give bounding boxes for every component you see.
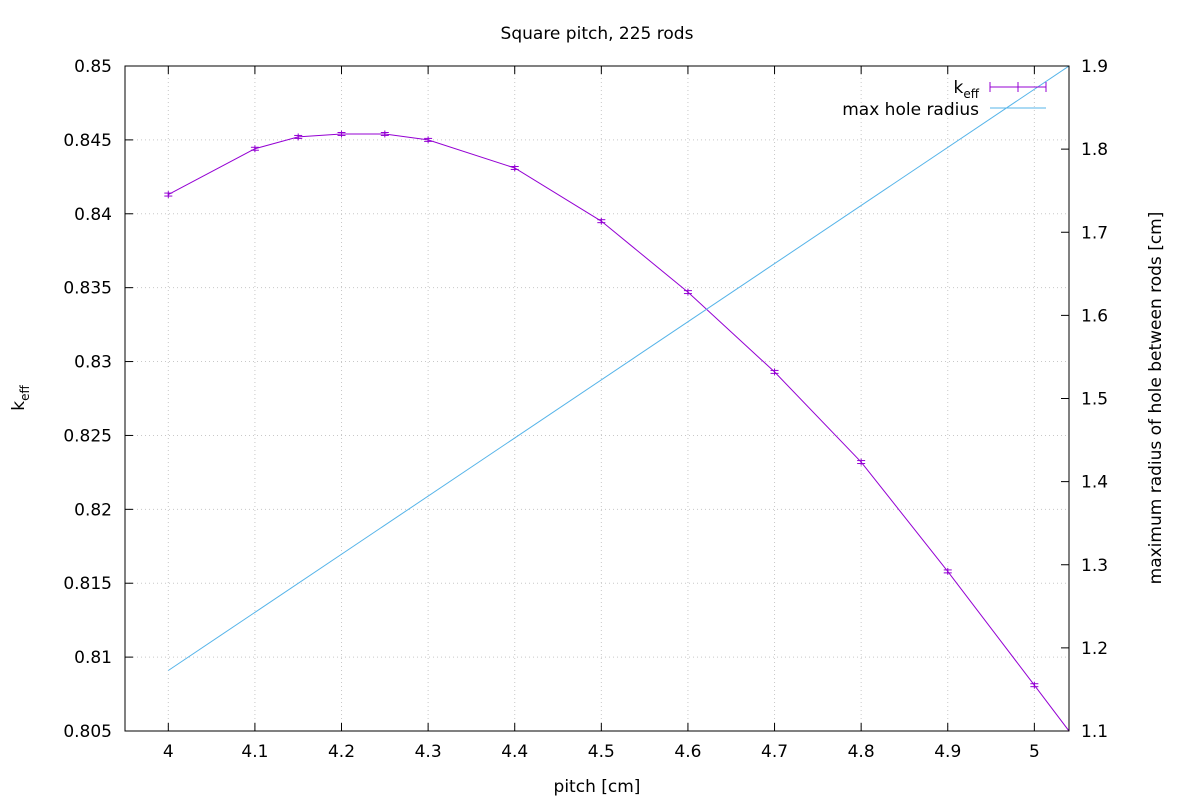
x-tick-label: 4.4	[501, 742, 528, 762]
error-bar	[597, 217, 606, 225]
x-axis-label: pitch [cm]	[554, 777, 641, 797]
y-tick-label: 0.81	[74, 648, 112, 668]
legend-keff-sub: eff	[963, 87, 979, 101]
legend: keff max hole radius	[842, 78, 1047, 120]
y-tick-label: 0.845	[63, 131, 112, 151]
chart-title: Square pitch, 225 rods	[501, 24, 694, 44]
error-bar	[294, 133, 303, 141]
series-layer	[164, 66, 1069, 731]
error-bar	[1030, 681, 1039, 689]
x-tick-label: 4.3	[415, 742, 442, 762]
y2-tick-label: 1.9	[1081, 57, 1108, 77]
error-bar	[683, 288, 692, 296]
y2-tick-label: 1.4	[1081, 473, 1108, 493]
error-bar	[857, 458, 866, 466]
x-tick-label: 4.5	[588, 742, 615, 762]
series-line-1	[168, 66, 1069, 671]
legend-keff-main: k	[953, 78, 963, 98]
series-line-0	[168, 133, 1069, 731]
y2-tick-label: 1.8	[1081, 140, 1108, 160]
y-tick-label: 0.815	[63, 574, 112, 594]
error-bar	[250, 145, 259, 153]
error-bar	[424, 136, 433, 144]
y-axis-label-sub: eff	[18, 385, 32, 401]
y2-tick-label: 1.1	[1081, 722, 1108, 742]
error-bar	[380, 130, 389, 138]
y-tick-label: 0.835	[63, 279, 112, 299]
y2-tick-label: 1.5	[1081, 390, 1108, 410]
x-tick-label: 4	[163, 742, 174, 762]
series-group	[164, 66, 1069, 731]
x-tick-label: 4.1	[241, 742, 268, 762]
error-bar	[770, 368, 779, 376]
y2-tick-label: 1.3	[1081, 556, 1108, 576]
y-tick-label: 0.82	[74, 500, 112, 520]
y2-tick-label: 1.7	[1081, 223, 1108, 243]
error-bar	[164, 191, 173, 199]
x-tick-label: 4.9	[934, 742, 961, 762]
x-tick-label: 4.8	[848, 742, 875, 762]
y2-tick-label: 1.2	[1081, 639, 1108, 659]
y-axis-label-main: k	[9, 401, 29, 411]
y2-tick-label: 1.6	[1081, 306, 1108, 326]
x-tick-label: 4.2	[328, 742, 355, 762]
y-tick-label: 0.825	[63, 426, 112, 446]
y-tick-label: 0.85	[74, 57, 112, 77]
x-tick-label: 4.7	[761, 742, 788, 762]
y2-axis-label: maximum radius of hole between rods [cm]	[1146, 212, 1166, 585]
plot-frame	[124, 65, 1070, 732]
y-tick-label: 0.83	[74, 353, 112, 373]
error-bar	[337, 130, 346, 138]
grid	[125, 65, 1069, 732]
x-tick-label: 5	[1029, 742, 1040, 762]
error-bar	[510, 164, 519, 172]
y-axis-label: keff	[9, 385, 32, 411]
legend-label-hole-radius: max hole radius	[842, 100, 979, 120]
y-tick-label: 0.805	[63, 722, 112, 742]
legend-label-keff: keff	[953, 78, 979, 101]
ticks: 4 4.1 4.2 4.3 4.4 4.5 4.6 4.7 4.8 4.9 5 0.805 0.81 0.…	[63, 57, 1108, 762]
legend-swatch-keff	[989, 82, 1047, 92]
error-bar	[943, 567, 952, 575]
y-tick-label: 0.84	[74, 205, 112, 225]
x-tick-label: 4.6	[674, 742, 701, 762]
